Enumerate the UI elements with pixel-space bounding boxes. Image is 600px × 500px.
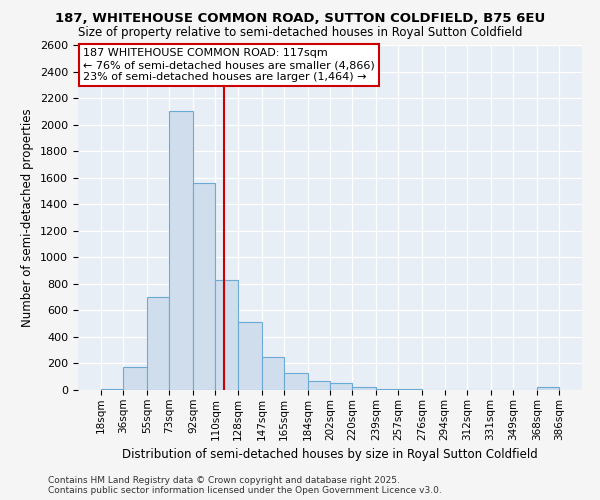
Bar [352,386,376,390]
Bar [284,374,308,390]
Bar [193,183,215,390]
Bar [124,367,147,390]
Bar [262,357,284,390]
X-axis label: Distribution of semi-detached houses by size in Royal Sutton Coldfield: Distribution of semi-detached houses by … [122,448,538,461]
Bar [101,388,124,390]
Bar [536,388,559,390]
Bar [215,280,238,390]
Text: 187, WHITEHOUSE COMMON ROAD, SUTTON COLDFIELD, B75 6EU: 187, WHITEHOUSE COMMON ROAD, SUTTON COLD… [55,12,545,26]
Text: Size of property relative to semi-detached houses in Royal Sutton Coldfield: Size of property relative to semi-detach… [78,26,522,39]
Bar [169,112,193,390]
Bar [147,297,169,390]
Text: Contains HM Land Registry data © Crown copyright and database right 2025.
Contai: Contains HM Land Registry data © Crown c… [48,476,442,495]
Bar [330,382,352,390]
Bar [376,388,398,390]
Y-axis label: Number of semi-detached properties: Number of semi-detached properties [22,108,34,327]
Bar [238,322,262,390]
Bar [308,380,330,390]
Text: 187 WHITEHOUSE COMMON ROAD: 117sqm
← 76% of semi-detached houses are smaller (4,: 187 WHITEHOUSE COMMON ROAD: 117sqm ← 76%… [83,48,375,82]
